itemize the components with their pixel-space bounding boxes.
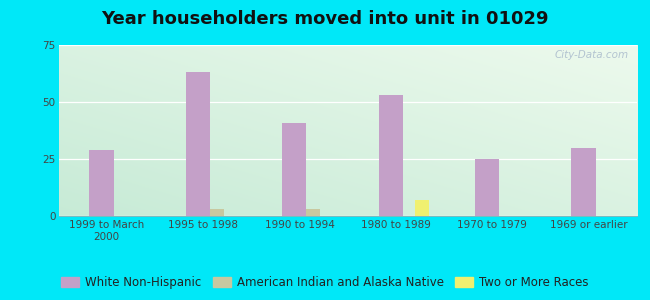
Bar <box>415 200 429 216</box>
Bar <box>475 159 499 216</box>
Bar <box>210 209 224 216</box>
Bar <box>89 150 114 216</box>
Bar <box>282 122 307 216</box>
Bar <box>307 209 320 216</box>
Text: City-Data.com: City-Data.com <box>554 50 629 60</box>
Text: Year householders moved into unit in 01029: Year householders moved into unit in 010… <box>101 11 549 28</box>
Bar <box>378 95 403 216</box>
Bar <box>571 148 596 216</box>
Bar <box>186 72 210 216</box>
Legend: White Non-Hispanic, American Indian and Alaska Native, Two or More Races: White Non-Hispanic, American Indian and … <box>57 272 593 294</box>
